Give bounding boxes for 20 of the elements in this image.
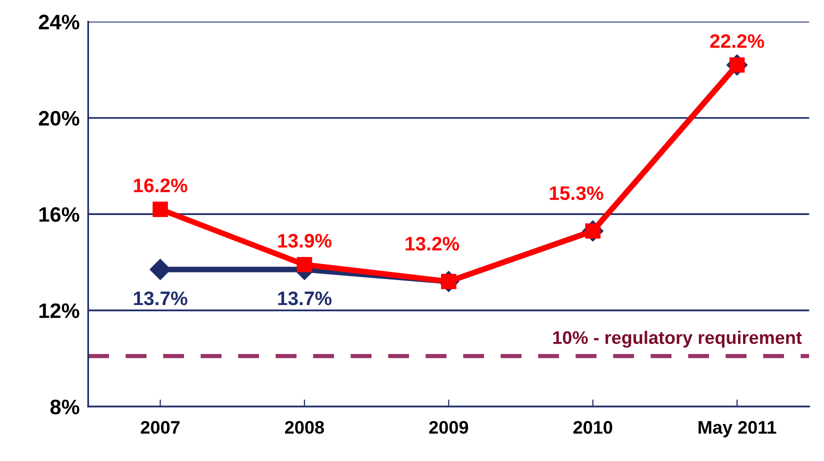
data-label: 15.3% (550, 186, 604, 200)
data-label: 13.7% (278, 291, 332, 306)
data-label: 13.7% (134, 291, 188, 306)
y-tick-label: 8% (50, 400, 80, 414)
y-tick-label: 16% (39, 207, 80, 222)
y-tick-label: 24% (38, 14, 80, 30)
ref-line-label: 10% - regulatory requirement (553, 330, 802, 348)
x-tick-label: 2008 (285, 420, 324, 434)
point (152, 202, 168, 217)
data-label: 16.2% (134, 178, 188, 192)
y-tick-label: 20% (38, 110, 80, 126)
data-label: 13.2% (406, 236, 460, 251)
point (296, 257, 312, 272)
x-tick-label: 2007 (140, 420, 180, 434)
x-tick-label: 2009 (429, 420, 468, 434)
x-tick-label: 2010 (573, 420, 612, 434)
x-tick-label: May 2011 (698, 420, 776, 438)
data-label: 13.9% (278, 234, 332, 248)
y-tick-label: 12% (39, 303, 80, 318)
data-label: 22.2% (710, 34, 764, 48)
